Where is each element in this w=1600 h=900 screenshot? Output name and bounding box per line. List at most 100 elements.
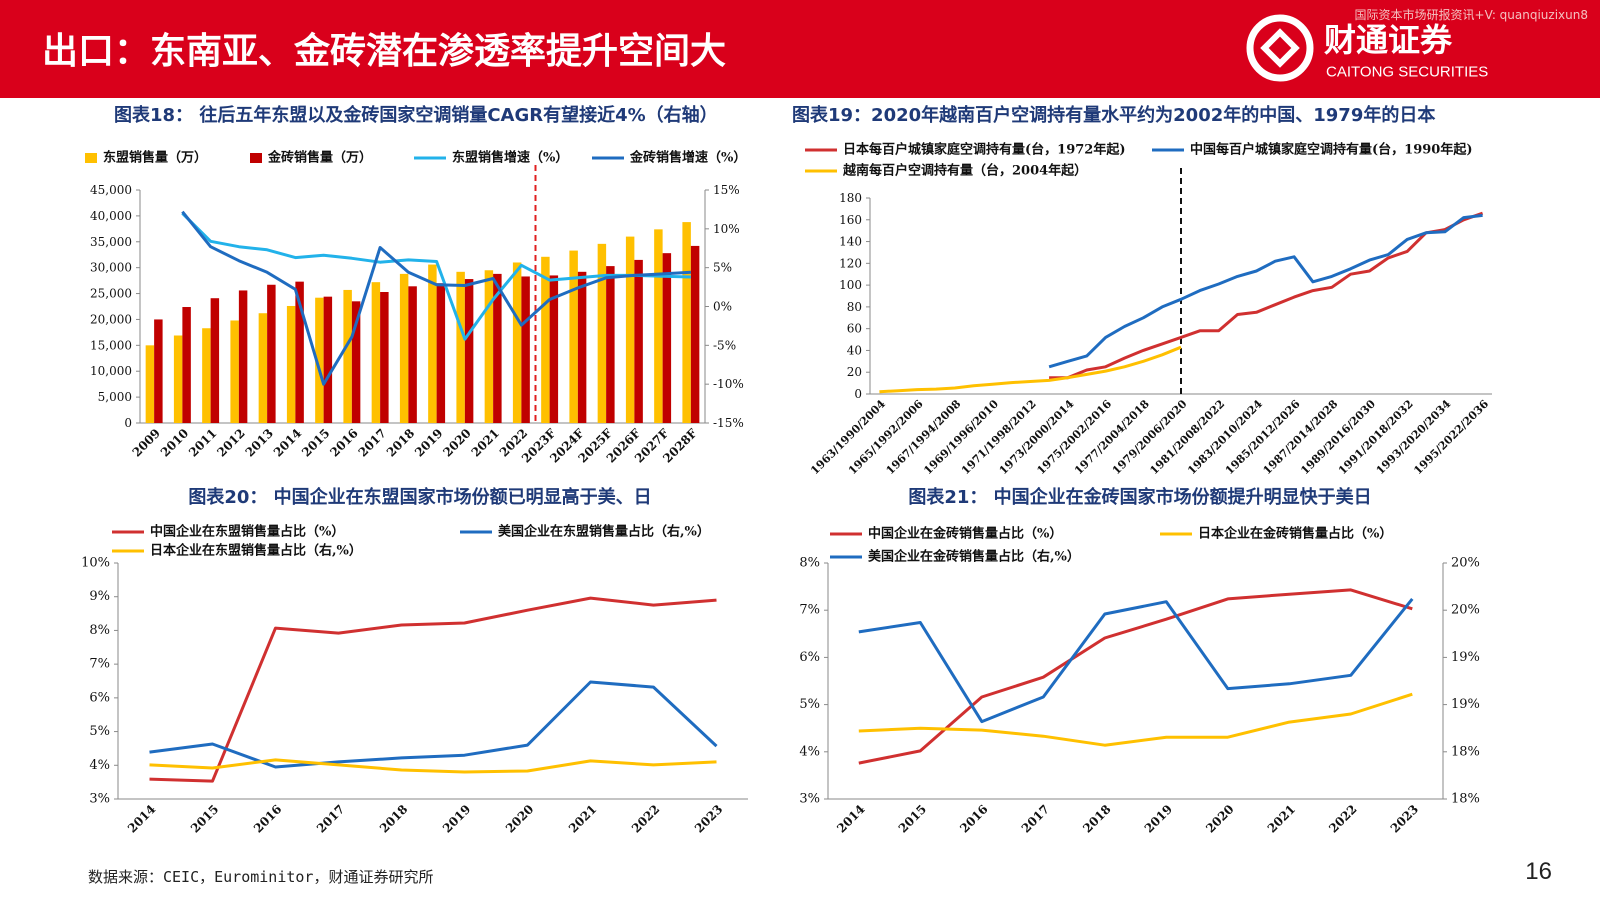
y2-tick-label: -5% [713, 338, 736, 352]
x-tick-label: 2018 [377, 802, 411, 836]
y-tick-label: 10,000 [90, 364, 132, 378]
bar [408, 286, 417, 423]
bar [343, 289, 352, 423]
chart-title: 图表21： 中国企业在金砖国家市场份额提升明显快于美日 [908, 487, 1372, 508]
line [181, 210, 691, 386]
bar [323, 296, 333, 423]
line [181, 212, 691, 341]
y-tick-label: 8% [89, 623, 110, 638]
legend-label: 中国企业在东盟销售量占比（%） [150, 524, 344, 540]
x-tick-label: 2014 [834, 802, 868, 836]
x-tick-label: 2020 [503, 802, 537, 836]
x-tick-label: 2022 [1326, 802, 1360, 836]
y2-tick-label: 20% [1451, 556, 1480, 571]
bar [690, 245, 700, 423]
y-tick-label: 5% [89, 724, 110, 739]
y-tick-label: 60 [847, 322, 862, 336]
y-tick-label: 15,000 [90, 338, 132, 352]
bar [625, 236, 635, 423]
y-tick-label: 180 [839, 191, 862, 205]
legend-label: 日本企业在东盟销售量占比（右,%） [150, 543, 362, 559]
x-tick-label: 2014 [271, 426, 305, 460]
y-tick-label: 100 [839, 278, 862, 292]
y2-tick-label: 0% [713, 300, 732, 314]
line [149, 680, 718, 769]
header-band [0, 0, 1600, 98]
y-tick-label: 5% [799, 697, 820, 712]
legend-label: 日本企业在金砖销售量占比（%） [1198, 526, 1392, 542]
bar [380, 292, 389, 423]
bar [295, 281, 304, 423]
y-tick-label: 7% [799, 603, 820, 618]
y-tick-label: 25,000 [90, 287, 132, 301]
bar [521, 276, 530, 423]
bar [145, 345, 155, 423]
x-tick-label: 2016 [251, 802, 285, 836]
logo-diamond [1260, 28, 1300, 68]
y-tick-label: 3% [89, 792, 110, 807]
bar [569, 250, 578, 423]
x-tick-label: 2017 [1019, 802, 1053, 836]
x-tick-label: 2017 [356, 426, 390, 460]
legend-label: 中国企业在金砖销售量占比（%） [868, 526, 1062, 542]
bar [399, 273, 409, 423]
y-tick-label: 20 [847, 365, 862, 379]
y2-tick-label: 18% [1451, 792, 1480, 807]
x-tick-label: 2015 [188, 802, 222, 836]
y-tick-label: 4% [89, 758, 110, 773]
bar [436, 283, 446, 423]
legend-label: 金砖销售量（万） [267, 150, 372, 166]
legend-label: 金砖销售增速（%） [629, 150, 746, 166]
legend-label: 日本每百户城镇家庭空调持有量(台，1972年起) [843, 142, 1125, 158]
y-tick-label: 35,000 [90, 235, 132, 249]
y-tick-label: 4% [799, 744, 820, 759]
bar [464, 279, 474, 423]
bar [428, 264, 437, 423]
line [858, 692, 1413, 747]
watermark: 国际资本市场研报资讯+V: quanqiuzixun8 [1354, 8, 1588, 22]
bar [456, 271, 465, 423]
x-tick-label: 2019 [1142, 802, 1176, 836]
line [149, 758, 717, 774]
legend-label: 中国每百户城镇家庭空调持有量(台，1990年起) [1190, 142, 1472, 158]
bar [682, 222, 691, 423]
bar [484, 270, 494, 423]
legend-swatch [85, 153, 97, 163]
bar [286, 305, 296, 423]
y-tick-label: 6% [799, 650, 820, 665]
y2-tick-label: 19% [1451, 650, 1480, 665]
y-tick-label: 30,000 [90, 261, 132, 275]
x-tick-label: 2010 [158, 426, 192, 460]
bar [154, 319, 163, 423]
bar [258, 313, 268, 423]
bar [173, 335, 183, 423]
bar [512, 262, 522, 423]
bar [654, 229, 663, 423]
bar [202, 328, 211, 423]
x-tick-label: 1995/2022/2036 [1411, 397, 1491, 477]
bar [267, 284, 276, 423]
y2-tick-label: -15% [713, 416, 744, 430]
y-tick-label: 8% [799, 556, 820, 571]
bar [210, 298, 220, 423]
x-tick-label: 2021 [469, 426, 503, 460]
bar [597, 243, 607, 423]
x-tick-label: 2023 [1388, 802, 1422, 836]
x-tick-label: 2019 [440, 802, 474, 836]
y2-tick-label: 18% [1451, 744, 1480, 759]
x-tick-label: 2020 [1203, 802, 1237, 836]
bar [182, 307, 191, 423]
line [149, 596, 717, 783]
y-tick-label: 10% [81, 556, 110, 571]
x-tick-label: 2015 [896, 802, 930, 836]
legend-swatch [250, 153, 262, 163]
chart-title: 图表19：2020年越南百户空调持有量水平约为2002年的中国、1979年的日本 [792, 105, 1436, 126]
x-tick-label: 2019 [412, 426, 446, 460]
y-tick-label: 0 [124, 416, 132, 430]
logo: 财通证券 CAITONG SECURITIES [1246, 14, 1488, 82]
bar [577, 271, 587, 423]
x-tick-label: 2012 [214, 426, 248, 460]
x-tick-label: 2017 [314, 802, 348, 836]
chart-title: 图表18： 往后五年东盟以及金砖国家空调销量CAGR有望接近4%（右轴） [114, 105, 718, 126]
bar [371, 282, 381, 423]
